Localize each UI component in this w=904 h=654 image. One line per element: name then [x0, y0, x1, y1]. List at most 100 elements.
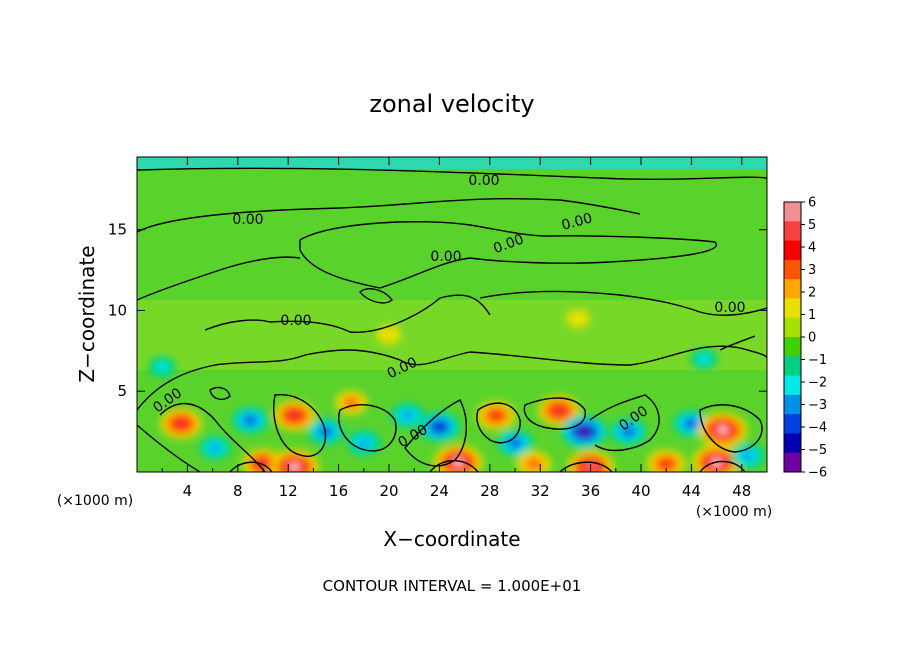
velocity-blob [661, 460, 672, 468]
colorbar-swatch [784, 298, 801, 319]
contour-labels: 0.00 0.00 0.00 0.00 0.00 0.00 0.00 0.00 … [150, 173, 745, 451]
x-tick-label: 4 [183, 482, 193, 500]
upper-yellow-band [137, 300, 767, 370]
chart-title: zonal velocity [369, 90, 534, 118]
x-tick-label: 48 [732, 482, 751, 500]
x-unit-left: (×1000 m) [57, 493, 133, 509]
velocity-blob [345, 398, 357, 407]
contour-line [137, 424, 201, 472]
colorbar-tick-label: 4 [808, 241, 816, 256]
plot-area: 0.00 0.00 0.00 0.00 0.00 0.00 0.00 0.00 … [137, 157, 767, 472]
colorbar-tick-label: 0 [808, 331, 816, 346]
velocity-blob [697, 353, 711, 365]
velocity-blob [686, 420, 697, 427]
velocity-blob [358, 438, 370, 448]
x-tick-label: 16 [329, 482, 348, 500]
x-tick-label: 44 [682, 482, 701, 500]
velocity-blob [528, 459, 540, 469]
y-tick-label: 15 [108, 221, 127, 239]
contour-line [429, 460, 479, 472]
x-tick-label: 12 [279, 482, 298, 500]
velocity-blob [742, 451, 754, 461]
velocity-blob [290, 464, 299, 471]
colorbar-swatch [784, 221, 801, 241]
contour-line [229, 461, 273, 472]
colorbar-tick-label: −1 [808, 353, 827, 368]
colorbar-swatch [784, 452, 801, 473]
contour-line [273, 394, 327, 457]
x-tick-label: 36 [581, 482, 600, 500]
colorbar-tick-label: −3 [808, 398, 827, 413]
velocity-blob [245, 416, 255, 424]
velocity-features [148, 309, 766, 472]
contour-label: 0.00 [714, 300, 745, 316]
colorbar-swatch [784, 279, 801, 299]
contour-lines [137, 167, 767, 472]
contour-label: 0.00 [468, 173, 499, 189]
colorbar-tick-label: 2 [808, 286, 816, 301]
contour-label: 0.00 [232, 212, 263, 228]
colorbar-tick-label: 3 [808, 263, 816, 278]
velocity-blob [155, 361, 169, 373]
colorbar-tick-label: −6 [808, 466, 827, 481]
contour-line [479, 290, 767, 316]
colorbar-swatch [784, 433, 801, 454]
y-axis-label: Z−coordinate [75, 245, 99, 382]
colorbar: 6 5 4 3 2 1 0 −1 −2 −3 −4 −5 −6 [783, 196, 827, 481]
contour-line [159, 402, 266, 472]
velocity-blob [491, 411, 501, 420]
x-tick-label: 20 [379, 482, 398, 500]
y-axis: 5 10 15 [108, 221, 767, 400]
contour-line [523, 397, 586, 430]
colorbar-swatch [784, 259, 801, 280]
velocity-blob [510, 439, 520, 447]
x-tick-label: 28 [480, 482, 499, 500]
velocity-blob [554, 407, 564, 414]
contour-line [209, 386, 231, 401]
velocity-blob [402, 411, 414, 420]
contour-line [299, 221, 718, 289]
colorbar-swatch [784, 240, 801, 261]
colorbar-swatch [784, 394, 801, 415]
velocity-blob [209, 443, 221, 452]
velocity-blob [176, 420, 186, 427]
contour-line [137, 345, 767, 411]
velocity-blob [623, 428, 634, 436]
colorbar-swatch [784, 317, 801, 338]
contour-line [204, 294, 491, 333]
contour-line [137, 197, 641, 233]
velocity-blob [290, 412, 299, 419]
x-tick-label: 32 [531, 482, 550, 500]
contour-line [137, 167, 767, 180]
contour-line [476, 402, 521, 444]
contour-line [338, 404, 397, 452]
top-cyan-band [137, 157, 767, 169]
x-tick-label: 24 [430, 482, 449, 500]
velocity-blob [376, 325, 402, 345]
colorbar-swatch [784, 375, 801, 396]
contour-line [589, 394, 660, 452]
contour-line [359, 288, 393, 304]
colorbar-tick-label: −4 [808, 421, 827, 436]
colorbar-swatch [784, 337, 801, 357]
contour-label: 0.00 [430, 249, 461, 265]
colorbar-tick-label: 1 [808, 308, 816, 323]
contour-line [404, 399, 468, 467]
colorbar-swatch [784, 202, 801, 222]
contour-label: 0.00 [280, 313, 311, 329]
x-tick-label: 8 [233, 482, 243, 500]
contour-line [699, 404, 763, 453]
velocity-blob [566, 309, 590, 328]
colorbar-tick-label: 5 [808, 218, 816, 233]
colorbar-tick-label: 6 [808, 196, 816, 211]
colorbar-tick-label: −5 [808, 443, 827, 458]
y-tick-label: 10 [108, 301, 127, 319]
contour-interval-note: CONTOUR INTERVAL = 1.000E+01 [323, 577, 582, 595]
x-tick-label: 40 [631, 482, 650, 500]
colorbar-swatch [784, 414, 801, 434]
contour-line [559, 461, 613, 472]
colorbar-tick-label: −2 [808, 376, 827, 391]
x-unit-right: (×1000 m) [696, 504, 772, 520]
x-axis-label: X−coordinate [383, 527, 520, 551]
